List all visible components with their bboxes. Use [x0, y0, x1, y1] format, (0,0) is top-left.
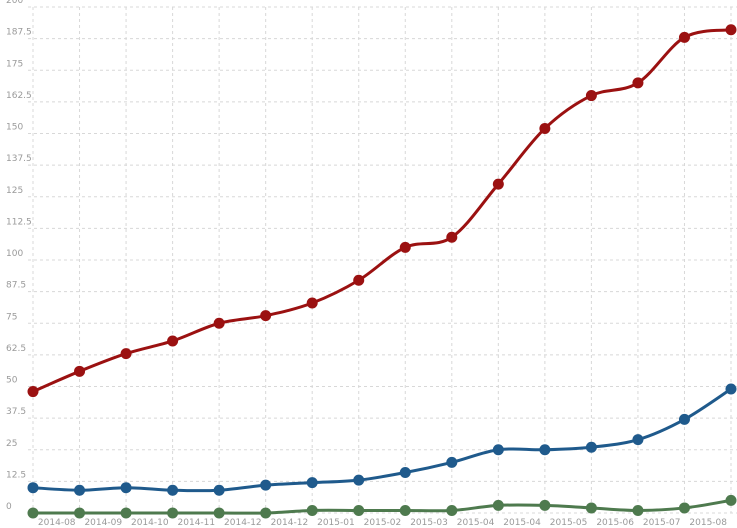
series-line — [33, 498, 732, 515]
data-point — [74, 484, 86, 496]
y-tick-label: 125 — [6, 186, 23, 196]
data-point — [492, 178, 504, 190]
data-point — [678, 31, 690, 43]
x-tick-label: 2015-01 — [317, 518, 355, 528]
data-point — [725, 24, 737, 36]
series-line — [32, 387, 732, 493]
data-point — [446, 456, 458, 468]
y-tick-label: 187.5 — [6, 28, 32, 38]
data-point — [260, 310, 272, 322]
data-point — [260, 479, 272, 491]
data-point — [213, 317, 225, 329]
x-tick-label: 2015-06 — [596, 518, 634, 528]
data-point — [74, 365, 86, 377]
y-tick-label: 62.5 — [6, 344, 26, 354]
data-point — [399, 504, 411, 516]
y-tick-label: 112.5 — [6, 217, 32, 227]
data-point — [306, 297, 318, 309]
data-point — [399, 467, 411, 479]
x-tick-label: 2014-11 — [178, 518, 216, 528]
data-point — [306, 504, 318, 516]
data-point — [120, 482, 132, 494]
data-point — [446, 504, 458, 516]
data-point — [167, 507, 179, 519]
data-point — [492, 499, 504, 511]
series-line — [32, 28, 732, 393]
data-point — [120, 348, 132, 360]
data-point — [74, 507, 86, 519]
data-point — [539, 499, 551, 511]
data-point — [632, 77, 644, 89]
data-point — [632, 434, 644, 446]
data-point — [539, 444, 551, 456]
data-point — [725, 383, 737, 395]
data-point — [27, 507, 39, 519]
data-point — [585, 90, 597, 102]
x-tick-label: 2015-07 — [643, 518, 681, 528]
data-point — [446, 231, 458, 243]
y-tick-label: 175 — [6, 59, 23, 69]
data-point — [492, 444, 504, 456]
data-point — [213, 484, 225, 496]
data-point — [725, 494, 737, 506]
data-point — [27, 386, 39, 398]
data-point — [585, 502, 597, 514]
data-point — [306, 477, 318, 489]
data-point — [353, 504, 365, 516]
y-tick-label: 0 — [6, 502, 12, 512]
y-tick-label: 200 — [6, 0, 23, 6]
y-tick-label: 100 — [6, 249, 23, 259]
x-tick-label: 2014-09 — [84, 518, 122, 528]
data-point — [399, 241, 411, 253]
x-tick-label: 2015-04 — [503, 518, 541, 528]
y-tick-label: 137.5 — [6, 154, 32, 164]
y-tick-label: 12.5 — [6, 470, 26, 480]
data-point — [120, 507, 132, 519]
data-point — [167, 335, 179, 347]
x-tick-label: 2015-03 — [410, 518, 448, 528]
data-point — [353, 274, 365, 286]
data-point — [260, 507, 272, 519]
x-tick-label: 2015-02 — [364, 518, 402, 528]
data-point — [678, 413, 690, 425]
data-point — [27, 482, 39, 494]
data-point — [539, 122, 551, 134]
x-tick-label: 2014-12 — [271, 518, 309, 528]
x-tick-label: 2014-10 — [131, 518, 169, 528]
data-point — [167, 484, 179, 496]
x-tick-label: 2014-12 — [224, 518, 262, 528]
data-point — [353, 474, 365, 486]
y-tick-label: 75 — [6, 312, 17, 322]
y-tick-label: 25 — [6, 439, 17, 449]
y-tick-label: 150 — [6, 123, 23, 133]
data-point — [213, 507, 225, 519]
data-point — [678, 502, 690, 514]
x-tick-label: 2014-08 — [38, 518, 76, 528]
x-tick-label: 2015-08 — [689, 518, 727, 528]
y-tick-label: 50 — [6, 376, 18, 386]
data-point — [632, 504, 644, 516]
x-tick-label: 2015-05 — [550, 518, 588, 528]
data-point — [585, 441, 597, 453]
y-tick-label: 87.5 — [6, 281, 26, 291]
x-tick-label: 2015-04 — [457, 518, 495, 528]
y-tick-label: 37.5 — [6, 407, 26, 417]
y-tick-label: 162.5 — [6, 91, 32, 101]
